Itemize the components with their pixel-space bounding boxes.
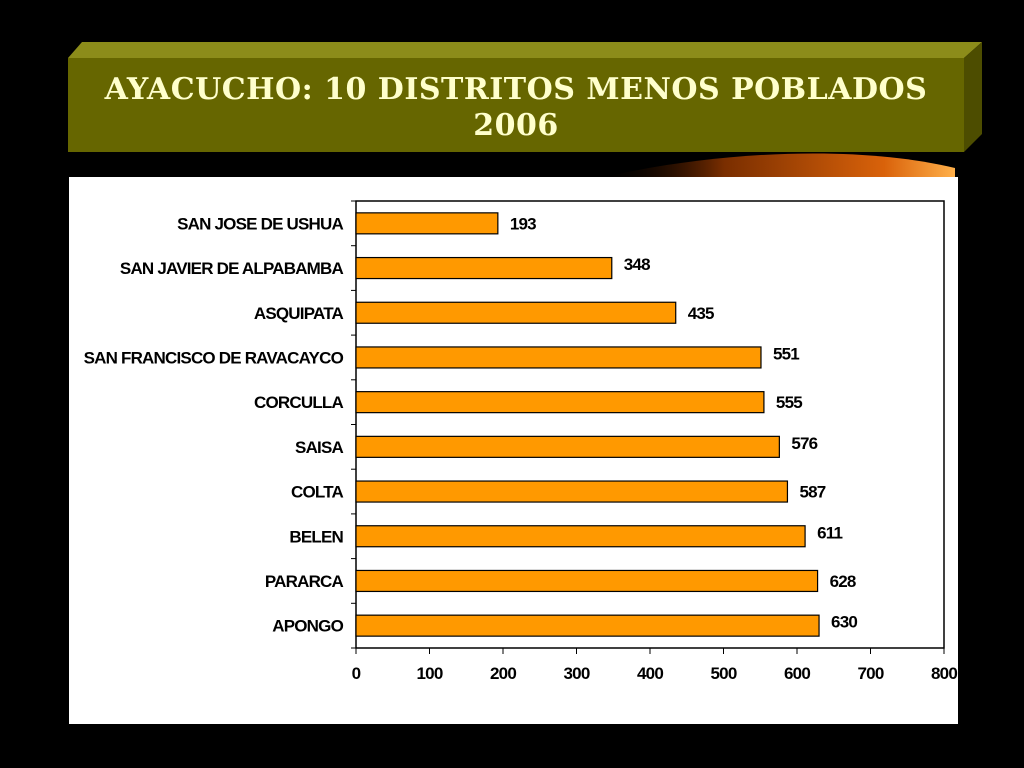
title-bevel xyxy=(68,42,982,58)
bar xyxy=(355,212,499,235)
bar xyxy=(355,346,762,369)
bar xyxy=(355,525,806,548)
data-label: 630 xyxy=(831,613,857,632)
x-tick-label: 700 xyxy=(858,664,884,683)
slide-title-line-2: 2006 xyxy=(473,108,559,143)
category-label: ASQUIPATA xyxy=(254,304,344,323)
category-label: SAN FRANCISCO DE RAVACAYCO xyxy=(84,348,344,367)
x-tick-label: 300 xyxy=(564,664,590,683)
x-tick-label: 100 xyxy=(417,664,443,683)
data-label: 628 xyxy=(830,572,856,591)
bar xyxy=(355,614,820,637)
category-label: SAN JOSE DE USHUA xyxy=(177,214,343,233)
category-label: CORCULLA xyxy=(254,393,343,412)
category-label: COLTA xyxy=(291,483,344,502)
slide-title: AYACUCHO: 10 DISTRITOS MENOS POBLADOS 20… xyxy=(68,72,964,144)
bar-chart: SAN JOSE DE USHUA 193 SAN JAVIER DE ALPABA… xyxy=(84,200,958,683)
x-tick-label: 200 xyxy=(490,664,516,683)
category-label: SAN JAVIER DE ALPABAMBA xyxy=(120,259,344,278)
chart-panel: SAN JOSE DE USHUA 193 SAN JAVIER DE ALPABA… xyxy=(69,177,958,724)
data-label: 551 xyxy=(773,344,799,363)
data-label: 587 xyxy=(799,483,825,502)
category-label: SAISA xyxy=(295,438,343,457)
data-label: 193 xyxy=(510,214,536,233)
data-label: 555 xyxy=(776,393,802,412)
x-tick-label: 0 xyxy=(352,664,361,683)
category-label: BELEN xyxy=(289,527,343,546)
bar xyxy=(355,391,765,414)
bar xyxy=(355,569,819,593)
data-label: 435 xyxy=(688,304,714,323)
slide-title-line-1: AYACUCHO: 10 DISTRITOS MENOS POBLADOS xyxy=(104,72,928,107)
title-side xyxy=(964,42,982,152)
slide-title-box: AYACUCHO: 10 DISTRITOS MENOS POBLADOS 20… xyxy=(68,58,964,152)
data-label: 611 xyxy=(817,523,842,542)
x-tick-label: 500 xyxy=(711,664,737,683)
bar xyxy=(355,256,613,280)
category-label: PARARCA xyxy=(265,572,344,591)
data-label: 576 xyxy=(791,434,817,453)
category-label: APONGO xyxy=(272,617,343,636)
bar xyxy=(355,301,677,324)
x-tick-label: 400 xyxy=(637,664,663,683)
bar xyxy=(355,480,789,503)
x-tick-label: 800 xyxy=(931,664,957,683)
data-label: 348 xyxy=(624,255,650,274)
bar xyxy=(355,435,780,458)
x-tick-label: 600 xyxy=(784,664,810,683)
